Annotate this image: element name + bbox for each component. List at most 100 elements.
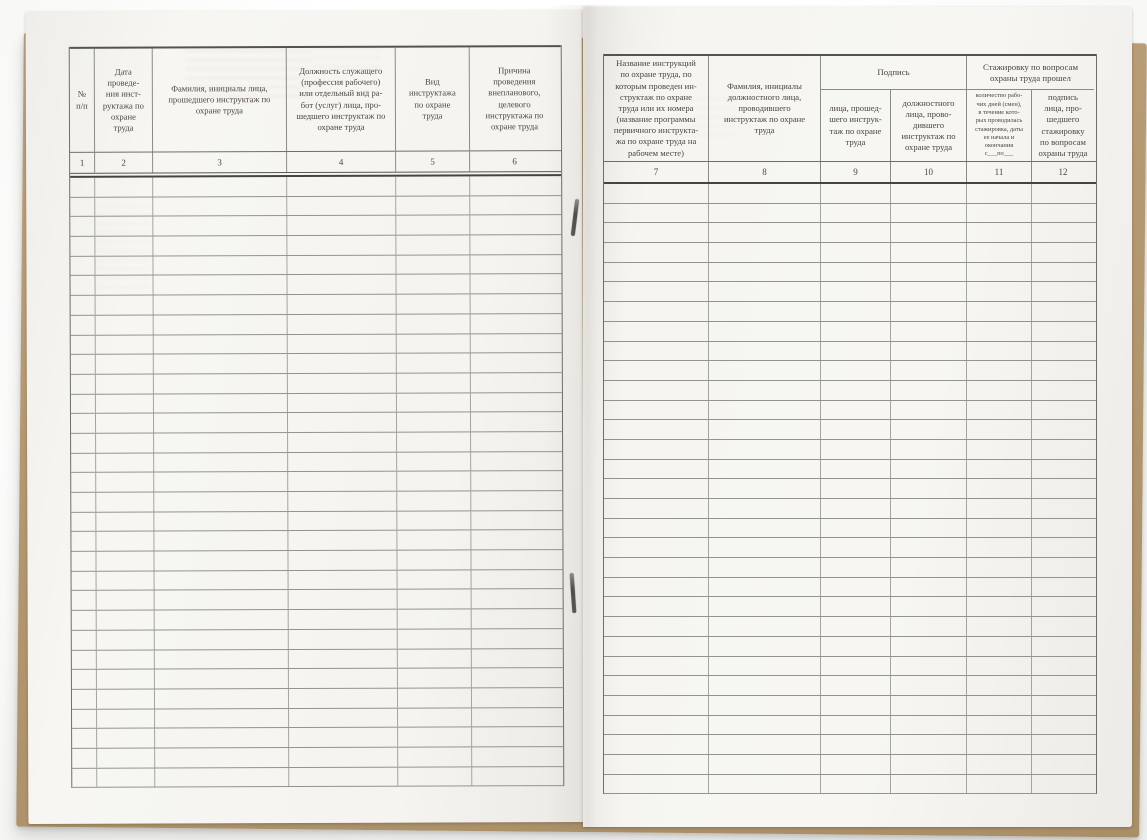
column-number-5: 5: [396, 151, 471, 172]
empty-cell: [472, 708, 561, 727]
empty-cell: [397, 511, 472, 531]
empty-cell: [70, 354, 96, 374]
empty-cell: [398, 707, 473, 727]
empty-cell: [72, 768, 98, 788]
empty-cell: [71, 551, 97, 571]
empty-cell: [153, 295, 288, 315]
empty-cell: [821, 380, 891, 400]
empty-cell: [71, 689, 98, 709]
group-header-internship: Стажировку по вопросам охраны труда прош…: [982, 61, 1079, 83]
empty-cell: [397, 609, 472, 629]
empty-cell: [709, 538, 821, 558]
empty-cell: [604, 184, 709, 203]
empty-cell: [1032, 637, 1094, 656]
journal-left-page: № п/п Дата проведе- ния инст- руктажа по…: [25, 10, 585, 824]
empty-cell: [709, 735, 821, 754]
empty-cell: [96, 590, 155, 610]
empty-cell: [967, 439, 1032, 459]
empty-cell: [472, 629, 561, 648]
empty-cell: [153, 236, 288, 256]
empty-cell: [287, 255, 397, 275]
empty-cell: [71, 591, 97, 610]
left-table-numbers-row: 1 2 3 4 5 6: [70, 151, 562, 174]
column-number-12: 12: [1058, 167, 1068, 177]
empty-cell: [1032, 440, 1094, 459]
empty-cell: [891, 459, 967, 479]
empty-cell: [821, 439, 891, 459]
empty-cell: [287, 275, 397, 295]
empty-cell: [891, 439, 967, 459]
empty-cell: [891, 558, 967, 577]
table-row: [72, 727, 564, 749]
empty-cell: [891, 774, 967, 794]
empty-cell: [967, 518, 1032, 538]
empty-cell: [967, 754, 1032, 774]
table-row: [604, 695, 1096, 716]
empty-cell: [967, 361, 1032, 380]
empty-cell: [604, 695, 709, 715]
empty-cell: [471, 511, 560, 530]
empty-cell: [967, 302, 1032, 321]
empty-cell: [472, 747, 561, 766]
empty-cell: [289, 708, 399, 728]
empty-cell: [470, 196, 559, 215]
empty-cell: [287, 196, 397, 216]
empty-cell: [967, 656, 1032, 676]
empty-cell: [891, 518, 967, 538]
empty-cell: [821, 321, 891, 341]
empty-cell: [288, 649, 398, 669]
empty-cell: [154, 531, 289, 551]
empty-cell: [71, 492, 97, 512]
empty-cell: [396, 392, 471, 412]
empty-cell: [96, 551, 155, 571]
empty-cell: [96, 689, 156, 709]
empty-cell: [71, 610, 97, 630]
table-row: [71, 510, 563, 533]
empty-cell: [471, 334, 560, 353]
empty-cell: [71, 669, 97, 689]
empty-cell: [709, 479, 821, 498]
empty-cell: [471, 530, 560, 549]
table-row: [604, 361, 1096, 381]
empty-cell: [71, 453, 97, 473]
empty-cell: [709, 715, 821, 735]
empty-cell: [396, 353, 471, 373]
empty-cell: [604, 439, 709, 459]
journal-right-page: Название инструкций по охране труда, по …: [583, 7, 1132, 827]
column-header-6: Причина проведения внепланового, целевог…: [485, 65, 544, 132]
empty-cell: [709, 636, 821, 656]
empty-cell: [821, 184, 891, 203]
empty-cell: [397, 570, 472, 590]
column-number-9: 9: [821, 162, 891, 182]
empty-cell: [821, 735, 891, 754]
empty-cell: [396, 274, 471, 294]
table-row: [70, 372, 562, 395]
empty-cell: [709, 321, 821, 341]
empty-cell: [97, 709, 156, 728]
table-row: [71, 569, 563, 592]
table-row: [604, 774, 1096, 795]
empty-cell: [397, 629, 472, 649]
empty-cell: [396, 176, 471, 196]
table-row: [71, 530, 563, 552]
empty-cell: [396, 412, 472, 432]
empty-cell: [821, 754, 891, 774]
empty-cell: [95, 295, 154, 315]
empty-cell: [891, 577, 967, 597]
empty-cell: [153, 373, 288, 394]
empty-cell: [967, 558, 1032, 577]
table-row: [604, 223, 1096, 244]
table-row: [71, 609, 563, 631]
empty-cell: [154, 511, 289, 531]
empty-cell: [154, 570, 289, 590]
empty-cell: [1032, 361, 1094, 380]
empty-cell: [472, 590, 561, 609]
empty-cell: [72, 709, 98, 729]
empty-cell: [288, 471, 398, 492]
empty-cell: [604, 735, 709, 754]
empty-cell: [154, 688, 290, 709]
empty-cell: [1032, 479, 1094, 498]
empty-cell: [154, 610, 289, 630]
empty-cell: [967, 499, 1032, 518]
column-header-7: Название инструкций по охране труда, по …: [604, 56, 709, 161]
